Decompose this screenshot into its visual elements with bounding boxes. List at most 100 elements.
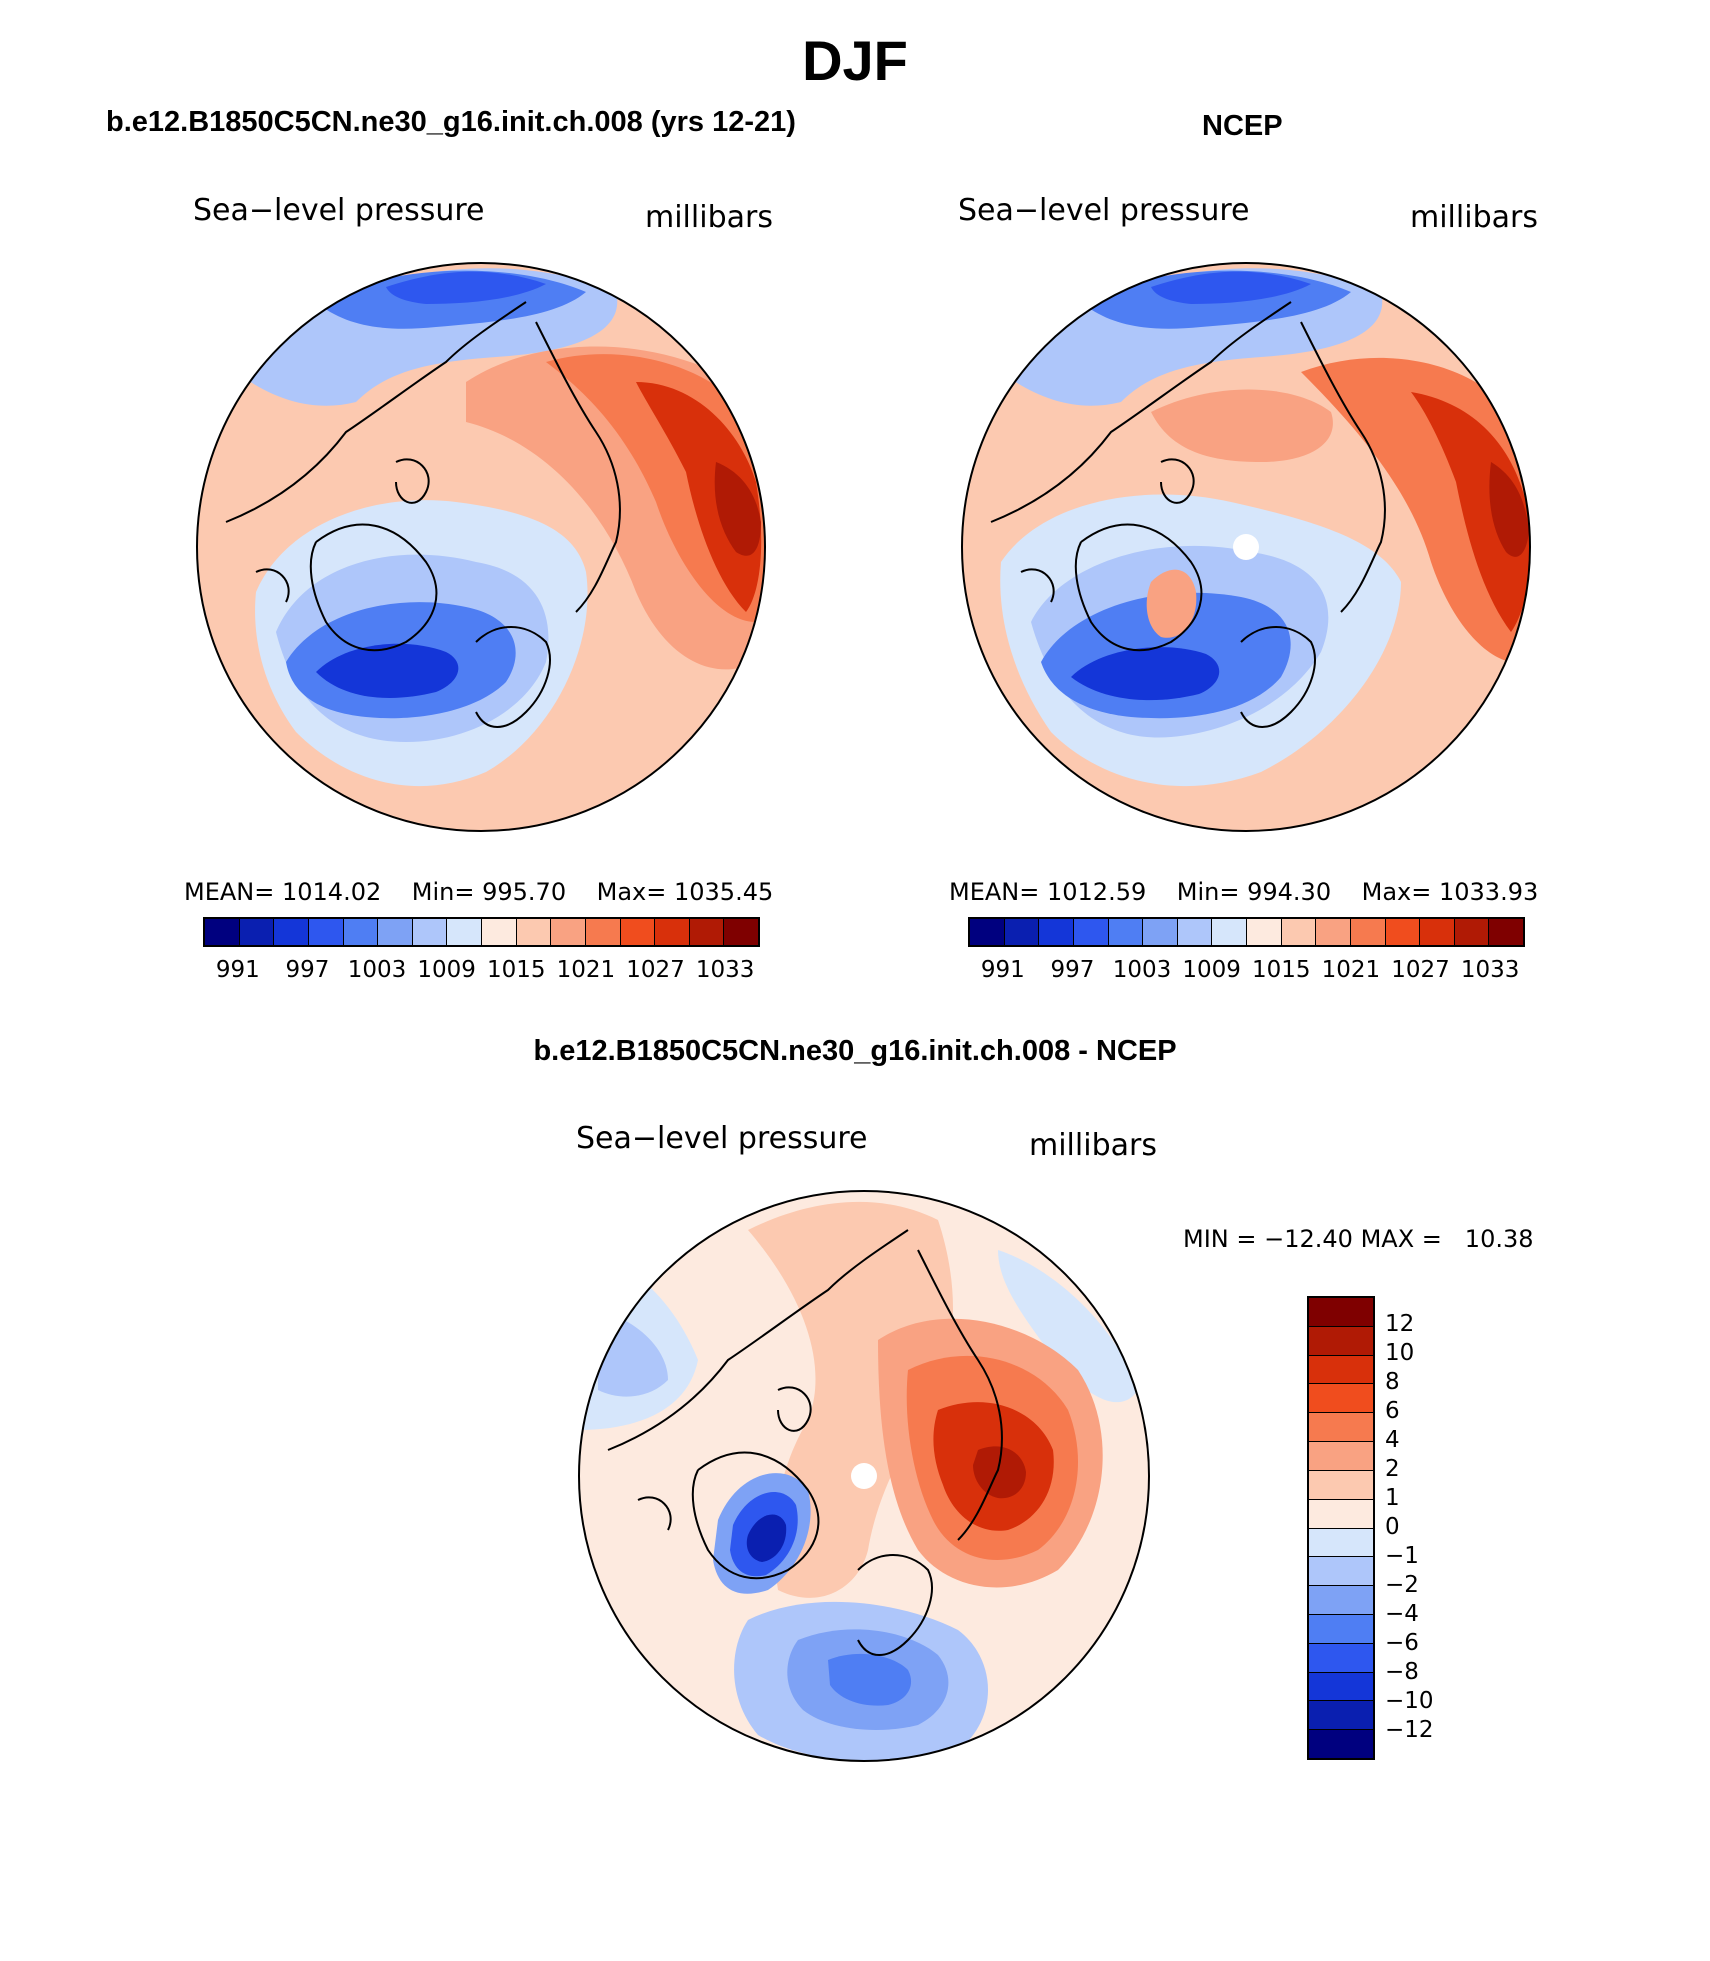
colorbar-tick-label: 1015: [487, 957, 546, 983]
panel-1-siberian-high-core: [714, 462, 761, 556]
diff-max-value: 10.38: [1464, 1225, 1534, 1253]
panel-2-mean-value: 1012.59: [1047, 878, 1147, 906]
colorbar-swatch: [1309, 1384, 1373, 1414]
colorbar-swatch: [1309, 1557, 1373, 1587]
panel-1-coastline: [225, 301, 621, 728]
colorbar-swatch: [970, 919, 1005, 945]
colorbar-swatch: [412, 919, 448, 945]
colorbar-tick-label: −2: [1385, 1572, 1419, 1598]
colorbar-swatch: [343, 919, 379, 945]
colorbar-tick-label: 6: [1385, 1398, 1400, 1424]
colorbar-swatch: [1309, 1643, 1373, 1673]
colorbar-swatch: [1309, 1413, 1373, 1443]
panel-2-colorbar-ticks: 991 997 1003 1009 1015 1021 1027 1033: [968, 957, 1525, 987]
panel-2-mean-label: MEAN=: [949, 878, 1040, 906]
colorbar-swatch: [551, 919, 586, 945]
diff-east-negative: [998, 1250, 1138, 1403]
colorbar-swatch: [1177, 919, 1213, 945]
colorbar-tick-label: 12: [1385, 1311, 1415, 1337]
diff-colorbar: [1307, 1296, 1375, 1760]
panel-2-greenland-high: [1146, 569, 1197, 638]
panel-1-min-label: Min=: [411, 878, 475, 906]
diff-positive-anomaly-core: [973, 1446, 1026, 1499]
colorbar-swatch: [308, 919, 344, 945]
colorbar-swatch: [1309, 1326, 1373, 1356]
colorbar-swatch: [1309, 1614, 1373, 1644]
colorbar-swatch: [1212, 919, 1247, 945]
colorbar-swatch: [1309, 1298, 1373, 1327]
colorbar-swatch: [239, 919, 275, 945]
panel-1-max-value: 1035.45: [673, 878, 774, 906]
colorbar-swatch: [1316, 919, 1351, 945]
colorbar-swatch: [1309, 1672, 1373, 1702]
panel-1-title: b.e12.B1850C5CN.ne30_g16.init.ch.008 (yr…: [106, 106, 796, 138]
diff-colorbar-ticks: 12 10 8 6 4 2 1 0 −1 −2 −4 −6 −8 −10 −12: [1385, 1296, 1465, 1760]
panel-1-max-label: Max=: [596, 878, 667, 906]
panel-1-colorbar-ticks: 991 997 1003 1009 1015 1021 1027 1033: [203, 957, 760, 987]
colorbar-tick-label: −12: [1385, 1717, 1434, 1743]
colorbar-swatch: [585, 919, 621, 945]
panel-1-colorbar: [203, 917, 760, 947]
colorbar-tick-label: 1021: [556, 957, 616, 983]
panel-1-pacific-low-deep: [386, 271, 546, 304]
panel-2-siberian-high-core: [1489, 462, 1529, 557]
diff-max-label: MAX =: [1360, 1225, 1442, 1253]
panel-2-siberian-high-2: [1411, 392, 1530, 632]
colorbar-tick-label: −8: [1385, 1659, 1419, 1685]
colorbar-tick-label: 2: [1385, 1456, 1400, 1482]
colorbar-swatch: [1309, 1528, 1373, 1558]
panel-2-arctic-ridge: [1151, 389, 1333, 462]
colorbar-tick-label: 1009: [1182, 957, 1241, 983]
colorbar-swatch: [205, 919, 240, 945]
colorbar-tick-label: 1021: [1321, 957, 1381, 983]
diff-coastline: [607, 1229, 1003, 1656]
colorbar-swatch: [1309, 1442, 1373, 1471]
colorbar-tick-label: 1009: [417, 957, 476, 983]
panel-1-atlantic-low-core: [316, 643, 459, 698]
colorbar-swatch: [274, 919, 309, 945]
panel-2-pacific-low-deep: [1151, 271, 1311, 304]
colorbar-swatch: [1039, 919, 1074, 945]
colorbar-tick-label: 8: [1385, 1369, 1400, 1395]
colorbar-tick-label: −1: [1385, 1543, 1419, 1569]
colorbar-tick-label: 1: [1385, 1485, 1400, 1511]
colorbar-tick-label: −10: [1385, 1688, 1434, 1714]
colorbar-tick-label: −6: [1385, 1630, 1419, 1656]
colorbar-tick-label: 997: [285, 957, 330, 983]
panel-1-min-value: 995.70: [482, 878, 567, 906]
colorbar-swatch: [1454, 919, 1490, 945]
colorbar-tick-label: 1033: [695, 957, 755, 983]
diff-european-negative-core: [828, 1653, 912, 1706]
colorbar-swatch: [1309, 1355, 1373, 1385]
panel-2-max-label: Max=: [1361, 878, 1432, 906]
colorbar-swatch: [1143, 919, 1178, 945]
colorbar-tick-label: 4: [1385, 1427, 1400, 1453]
colorbar-tick-label: 1027: [626, 957, 685, 983]
colorbar-swatch: [1247, 919, 1282, 945]
panel-2-stats: MEAN= 1012.59 Min= 994.30 Max= 1033.93: [949, 878, 1538, 906]
diff-panel-units: millibars: [1029, 1128, 1157, 1163]
diff-min-label: MIN =: [1183, 1225, 1257, 1253]
diff-panel-title: b.e12.B1850C5CN.ne30_g16.init.ch.008 - N…: [533, 1035, 1177, 1067]
panel-1-stats: MEAN= 1014.02 Min= 995.70 Max= 1035.45: [184, 878, 773, 906]
colorbar-tick-label: 1027: [1391, 957, 1450, 983]
diff-stats: MIN = −12.40 MAX = 10.38: [1183, 1225, 1534, 1253]
diff-greenland-negative-core: [746, 1514, 787, 1562]
diff-min-value: −12.40: [1264, 1225, 1353, 1253]
panel-1-variable: Sea−level pressure: [193, 193, 485, 228]
panel-1-polar-map: [196, 262, 766, 832]
colorbar-tick-label: −4: [1385, 1601, 1419, 1627]
colorbar-tick-label: 1003: [1112, 957, 1172, 983]
colorbar-swatch: [1385, 919, 1421, 945]
colorbar-swatch: [1309, 1586, 1373, 1615]
panel-2-variable: Sea−level pressure: [958, 193, 1250, 228]
panel-2-min-label: Min=: [1176, 878, 1240, 906]
colorbar-swatch: [1420, 919, 1455, 945]
panel-1-units: millibars: [645, 200, 773, 235]
colorbar-swatch: [447, 919, 482, 945]
colorbar-swatch: [1350, 919, 1386, 945]
colorbar-tick-label: 1015: [1252, 957, 1311, 983]
colorbar-swatch: [620, 919, 656, 945]
panel-1-mean-label: MEAN=: [184, 878, 275, 906]
colorbar-swatch: [482, 919, 517, 945]
